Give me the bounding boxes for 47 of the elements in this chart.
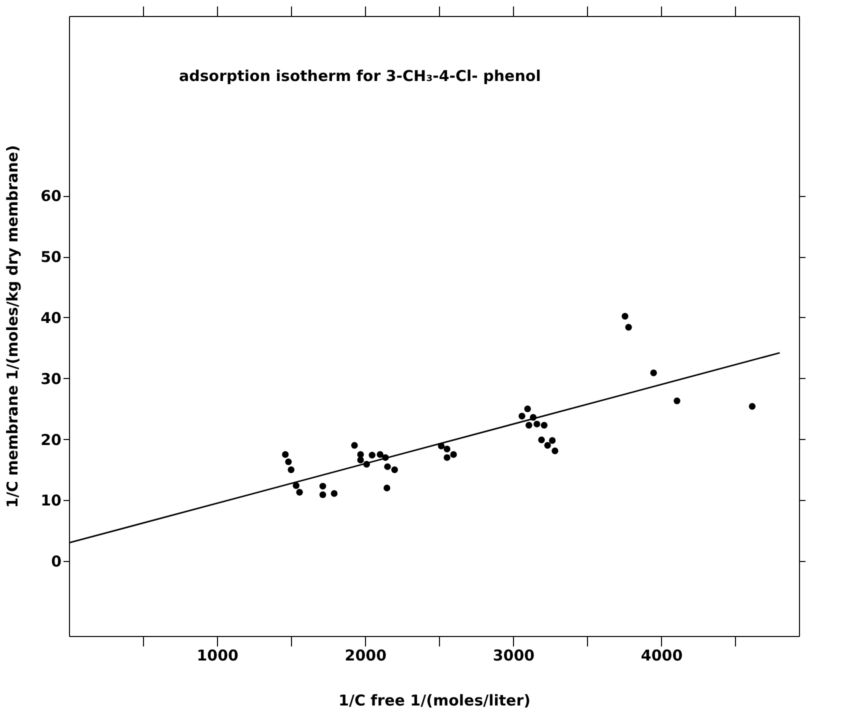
point: [319, 482, 326, 490]
annotation: adsorption isotherm for 3-CH₃-4-Cl- phenol: [179, 67, 541, 85]
point: [538, 436, 545, 444]
point: [518, 412, 526, 420]
y-tick-label: 10: [40, 492, 62, 510]
point: [625, 324, 632, 331]
point: [540, 422, 548, 429]
point: [376, 451, 384, 458]
point: [351, 442, 358, 449]
point: [292, 482, 300, 489]
point: [544, 442, 551, 449]
x-tick-label: 3000: [492, 646, 535, 664]
point: [674, 398, 680, 404]
point: [524, 405, 531, 412]
x-tick-label: 2000: [344, 646, 387, 664]
y-tick-label: 30: [40, 370, 62, 388]
point: [391, 466, 398, 474]
point: [534, 420, 540, 428]
point: [444, 454, 450, 461]
y-tick-label: 60: [40, 187, 62, 206]
point: [357, 451, 364, 458]
point: [319, 491, 326, 498]
y-tick-label: 0: [51, 552, 62, 571]
point: [330, 490, 338, 497]
point: [548, 437, 556, 444]
point: [450, 451, 457, 458]
point: [296, 488, 303, 496]
point: [288, 466, 294, 474]
point: [285, 458, 292, 466]
point: [650, 370, 657, 376]
point: [282, 451, 289, 458]
x-axis-title: 1/C free 1/(moles/liter): [338, 692, 530, 710]
point: [622, 312, 628, 320]
y-axis-title: 1/C membrane 1/(moles/kg dry membrane): [4, 145, 22, 508]
y-tick-label: 40: [40, 308, 62, 327]
point: [357, 456, 364, 464]
point: [384, 463, 391, 470]
x-tick-label: 1000: [196, 646, 238, 664]
point: [526, 422, 532, 429]
x-tick-label: 4000: [640, 646, 683, 664]
point: [552, 448, 558, 454]
y-tick-label: 20: [40, 430, 62, 449]
y-tick-label: 50: [40, 248, 62, 266]
point: [444, 446, 450, 452]
point: [368, 452, 376, 458]
point: [384, 484, 390, 492]
point: [748, 403, 756, 410]
